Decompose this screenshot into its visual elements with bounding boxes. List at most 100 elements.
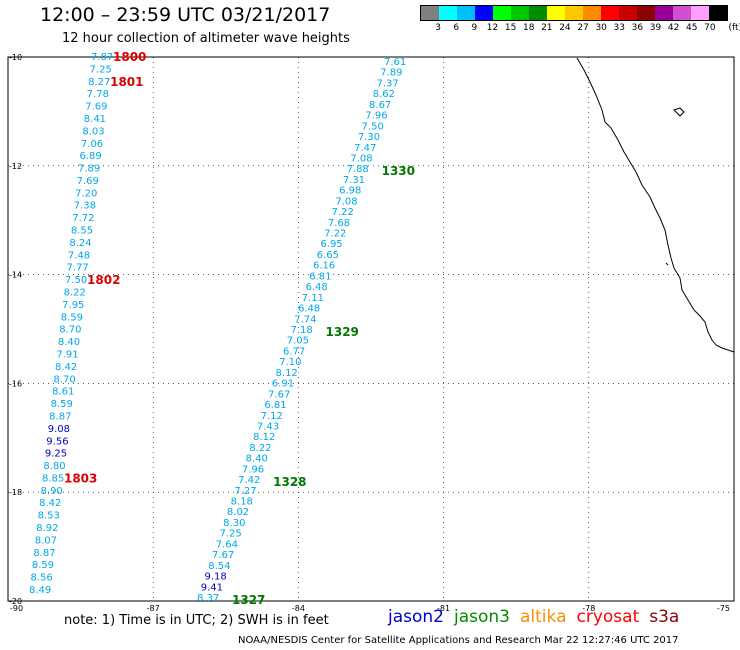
legend-tick: 33: [613, 23, 626, 33]
wave-height-value: 7.95: [62, 300, 84, 311]
legend-tick: 30: [595, 23, 607, 33]
map-subtitle: 12 hour collection of altimeter wave hei…: [62, 31, 350, 46]
wave-height-value: 8.02: [227, 507, 249, 518]
time-label: 1801: [110, 75, 143, 89]
wave-height-value: 7.72: [72, 213, 94, 224]
wave-height-value: 8.27: [88, 77, 110, 88]
legend-tick: 21: [541, 23, 553, 33]
wave-height-value: 7.50: [362, 121, 384, 132]
legend-swatches: [420, 5, 728, 21]
wave-height-value: 7.18: [291, 325, 313, 336]
wave-height-value: 6.48: [305, 282, 327, 293]
wave-height-value: 8.30: [223, 518, 245, 529]
wave-height-value: 8.12: [276, 368, 298, 379]
wave-height-value: 7.78: [87, 89, 109, 100]
wave-height-value: 8.12: [253, 432, 275, 443]
wave-height-value: 7.37: [377, 78, 399, 89]
wave-height-value: 8.40: [58, 337, 80, 348]
wave-height-value: 7.20: [75, 188, 97, 199]
legend-swatch: [619, 6, 637, 20]
satellite-name: jason3: [454, 607, 510, 627]
satellite-name: jason2: [388, 607, 444, 627]
wave-height-value: 8.67: [369, 100, 391, 111]
latitude-tick: -12: [9, 162, 22, 171]
wave-height-value: 9.18: [204, 572, 226, 583]
legend-swatch: [601, 6, 619, 20]
legend-swatch: [439, 6, 457, 20]
wave-height-value: 8.24: [69, 238, 91, 249]
wave-height-value: 7.91: [56, 349, 78, 360]
wave-height-value: 8.85: [42, 473, 64, 484]
wave-height-value: 8.62: [373, 89, 395, 100]
coastline: [576, 57, 735, 353]
legend-swatch: [475, 6, 493, 20]
wave-height-value: 7.27: [234, 486, 256, 497]
latitude-tick: -16: [9, 379, 22, 388]
wave-height-value: 7.22: [324, 229, 346, 240]
wave-height-value: 8.90: [41, 486, 63, 497]
wave-height-value: 7.69: [77, 176, 99, 187]
wave-height-value: 8.53: [38, 511, 60, 522]
wave-height-value: 7.69: [85, 102, 107, 113]
wave-height-value: 7.08: [350, 153, 372, 164]
legend-tick: 27: [577, 23, 589, 33]
wave-height-value: 8.59: [32, 560, 54, 571]
satellite-name: cryosat: [576, 607, 640, 627]
legend-tick: 45: [686, 23, 698, 33]
legend-swatch: [457, 6, 475, 20]
wave-height-value: 7.96: [242, 464, 264, 475]
wave-height-value: 9.41: [201, 582, 223, 593]
wave-height-value: 8.59: [61, 312, 83, 323]
wave-height-value: 8.70: [59, 325, 81, 336]
wave-height-value: 6.98: [339, 186, 361, 197]
time-label: 1330: [382, 164, 415, 178]
time-label: 1802: [87, 273, 120, 287]
wave-height-value: 8.22: [64, 288, 86, 299]
wave-height-value: 7.42: [238, 475, 260, 486]
longitude-tick: -87: [147, 604, 160, 613]
wave-height-value: 7.06: [81, 139, 103, 150]
wave-height-value: 8.87: [33, 548, 55, 559]
wave-height-value: 8.92: [36, 523, 58, 534]
wave-height-value: 8.70: [54, 374, 76, 385]
legend-swatch: [565, 6, 583, 20]
wave-height-value: 7.12: [261, 411, 283, 422]
legend-swatch: [421, 6, 439, 20]
latitude-tick: -18: [9, 488, 22, 497]
wave-height-value: 8.42: [55, 362, 77, 373]
wave-height-value: 7.11: [302, 293, 324, 304]
wave-height-value: 7.96: [365, 111, 387, 122]
latitude-tick: -14: [9, 271, 22, 280]
legend-swatch: [583, 6, 601, 20]
wave-height-value: 7.25: [219, 529, 241, 540]
wave-height-value: 8.49: [29, 585, 51, 596]
wave-height-value: 7.48: [68, 250, 90, 261]
wave-height-value: 7.88: [347, 164, 369, 175]
time-label: 1327: [232, 593, 265, 607]
longitude-tick: -84: [292, 604, 305, 613]
wave-height-value: 7.05: [287, 336, 309, 347]
wave-height-value: 7.08: [335, 196, 357, 207]
wave-height-value: 6.48: [298, 304, 320, 315]
map-title: 12:00 – 23:59 UTC 03/21/2017: [40, 4, 331, 26]
time-label: 1803: [64, 471, 97, 485]
wave-height-value: 8.56: [30, 573, 52, 584]
wave-height-value: 7.47: [354, 143, 376, 154]
wave-height-value: 7.89: [380, 68, 402, 79]
wave-height-value: 9.25: [45, 449, 67, 460]
wave-height-value: 7.30: [358, 132, 380, 143]
legend-swatch: [511, 6, 529, 20]
legend-tick: 3: [435, 23, 441, 33]
wave-height-value: 8.37: [197, 593, 219, 604]
wave-height-value: 8.54: [208, 561, 230, 572]
wave-height-value: 6.89: [79, 151, 101, 162]
wave-height-value: 7.25: [90, 64, 112, 75]
latitude-tick: -10: [9, 53, 22, 62]
longitude-tick: -75: [717, 604, 730, 613]
wave-height-value: 7.67: [212, 550, 234, 561]
wave-height-value: 6.95: [320, 239, 342, 250]
time-label: 1329: [326, 325, 359, 339]
wave-height-value: 8.41: [84, 114, 106, 125]
